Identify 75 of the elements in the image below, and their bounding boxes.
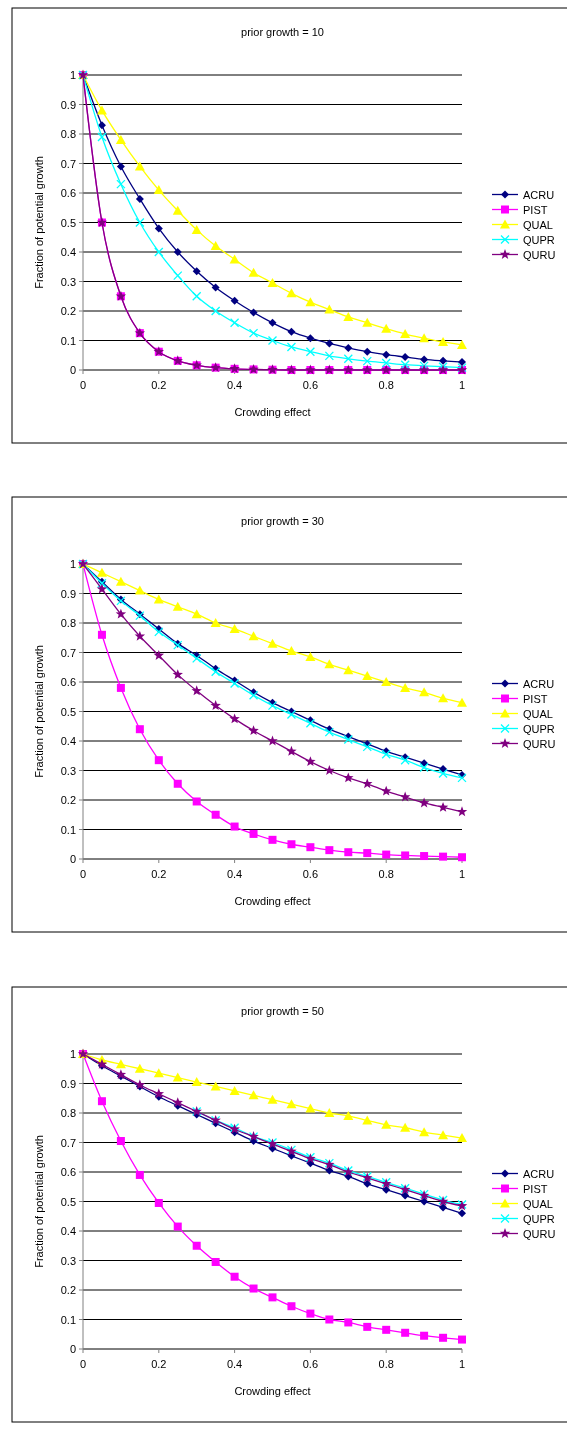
legend-label: QUPR	[523, 722, 555, 735]
legend-label: ACRU	[523, 188, 555, 201]
x-axis-title: Crowding effect	[234, 1385, 311, 1397]
y-tick-label: 0.1	[60, 1313, 76, 1326]
y-axis-title: Fraction of potential growth	[33, 156, 45, 289]
legend-label: QUAL	[523, 707, 553, 720]
y-tick-label: 0.4	[60, 1225, 76, 1237]
y-tick-label: 0.2	[60, 305, 76, 317]
chart-title: prior growth = 10	[241, 26, 324, 38]
y-tick-label: 1	[69, 558, 76, 570]
legend-label: QUAL	[523, 1197, 553, 1210]
y-tick-label: 0.9	[60, 1077, 76, 1090]
x-tick-label: 0.4	[226, 379, 243, 391]
x-tick-label: 0	[79, 1358, 87, 1370]
y-tick-label: 0	[69, 853, 76, 865]
x-tick-label: 0.2	[151, 868, 167, 880]
legend-label: QUPR	[523, 233, 555, 246]
legend-label: PIST	[523, 1182, 548, 1195]
y-tick-label: 0.1	[60, 823, 76, 836]
legend-label: QUPR	[523, 1212, 555, 1225]
x-tick-label: 1	[458, 868, 466, 880]
x-tick-label: 0.6	[302, 1358, 319, 1370]
y-axis-title: Fraction of potential growth	[33, 1135, 45, 1268]
y-tick-label: 1	[69, 69, 76, 81]
y-tick-label: 0.3	[60, 1254, 76, 1267]
x-tick-label: 0	[79, 379, 87, 391]
y-tick-label: 1	[69, 1048, 76, 1060]
y-tick-label: 0.7	[60, 646, 76, 659]
x-axis-title: Crowding effect	[234, 406, 311, 418]
legend-label: QURU	[523, 1227, 556, 1240]
y-tick-label: 0.7	[60, 157, 76, 170]
x-tick-label: 0.4	[226, 868, 243, 880]
y-tick-label: 0.6	[60, 676, 76, 688]
legend-label: QURU	[523, 248, 556, 261]
x-tick-label: 0.8	[378, 379, 394, 391]
x-tick-label: 0.6	[302, 379, 319, 391]
y-tick-label: 0.3	[60, 275, 76, 288]
chart-title: prior growth = 30	[241, 515, 324, 527]
y-tick-label: 0.8	[60, 1107, 76, 1119]
y-tick-label: 0.5	[60, 1195, 76, 1208]
legend-label: ACRU	[523, 1167, 555, 1180]
x-tick-label: 1	[458, 1358, 466, 1370]
y-tick-label: 0.9	[60, 98, 76, 111]
legend-label: PIST	[523, 692, 548, 705]
y-tick-label: 0.5	[60, 216, 76, 229]
y-tick-label: 0.2	[60, 794, 76, 806]
x-axis-title: Crowding effect	[234, 895, 311, 907]
x-tick-label: 0.8	[378, 1358, 394, 1370]
chart-title: prior growth = 50	[241, 1005, 324, 1017]
legend-label: QUAL	[523, 218, 553, 231]
y-tick-label: 0.3	[60, 764, 76, 777]
y-tick-label: 0.4	[60, 735, 76, 747]
y-tick-label: 0.9	[60, 587, 76, 600]
x-tick-label: 0.2	[151, 1358, 167, 1370]
y-tick-label: 0.5	[60, 705, 76, 718]
x-tick-label: 1	[458, 379, 466, 391]
y-tick-label: 0.7	[60, 1136, 76, 1149]
y-tick-label: 0.6	[60, 1166, 76, 1178]
y-tick-label: 0	[69, 1343, 76, 1355]
y-tick-label: 0.6	[60, 187, 76, 199]
y-tick-label: 0	[69, 364, 76, 376]
y-tick-label: 0.2	[60, 1284, 76, 1296]
legend-label: PIST	[523, 203, 548, 216]
y-tick-label: 0.8	[60, 617, 76, 629]
x-tick-label: 0.4	[226, 1358, 243, 1370]
x-tick-label: 0	[79, 868, 87, 880]
legend-label: QURU	[523, 737, 556, 750]
x-tick-label: 0.8	[378, 868, 394, 880]
x-tick-label: 0.6	[302, 868, 319, 880]
y-tick-label: 0.4	[60, 246, 76, 258]
y-tick-label: 0.8	[60, 128, 76, 140]
y-axis-title: Fraction of potential growth	[33, 645, 45, 778]
y-tick-label: 0.1	[60, 334, 76, 347]
legend-label: ACRU	[523, 677, 555, 690]
x-tick-label: 0.2	[151, 379, 167, 391]
